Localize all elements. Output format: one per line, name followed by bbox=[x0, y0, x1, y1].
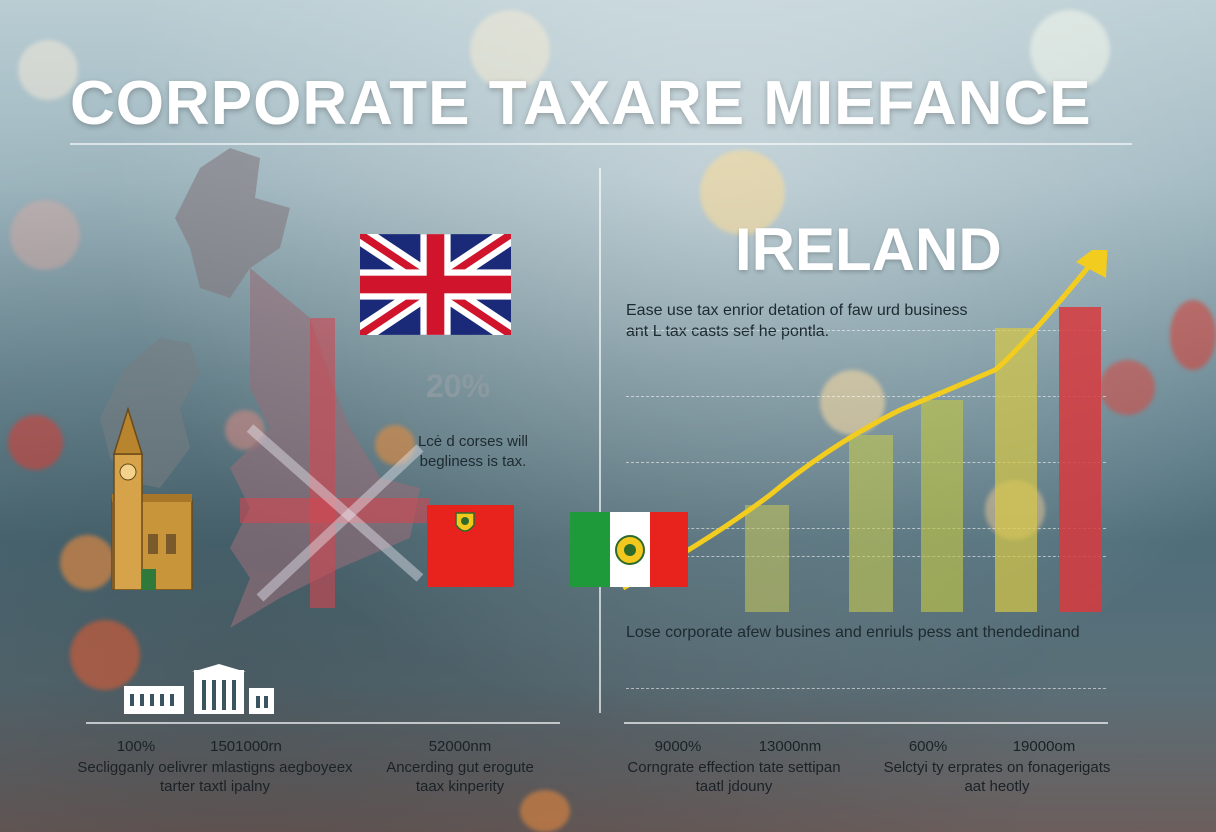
uk-note: Lcė d corses will begliness is tax. bbox=[408, 432, 538, 472]
section-divider bbox=[599, 168, 601, 713]
stat-label-line-2: taax kinperity bbox=[415, 778, 505, 795]
page-title: CORPORATE TAXARE MIEFANCE bbox=[70, 69, 1092, 138]
stat-label: Ancerding gut erogute taax kinperity bbox=[375, 758, 545, 796]
stat-value: 19000om bbox=[1012, 738, 1076, 755]
stat-value: 600% bbox=[908, 738, 948, 755]
stat-value: 13000nm bbox=[758, 738, 822, 755]
great-britain-map-icon bbox=[100, 148, 430, 628]
stat-label: Secligganly oelivrer mlastigns aegboyeex… bbox=[70, 758, 360, 796]
stat-value: 100% bbox=[116, 738, 156, 755]
gridline bbox=[626, 396, 1106, 398]
gridline bbox=[626, 330, 1106, 332]
ireland-description-line-1: Ease use tax enrior detation of faw urd … bbox=[626, 302, 968, 319]
ireland-flag-icon bbox=[570, 512, 688, 587]
uk-tax-rate: 20% bbox=[426, 368, 491, 404]
bokeh-light bbox=[1170, 300, 1216, 370]
bokeh-light bbox=[70, 620, 140, 690]
bokeh-light bbox=[1100, 360, 1155, 415]
ireland-description: Ease use tax enrior detation of faw urd … bbox=[626, 300, 1006, 342]
stat-label-line-1: Secligganly oelivrer mlastigns aegboyeex bbox=[77, 759, 353, 776]
bottom-divider-left bbox=[86, 722, 560, 724]
bokeh-light bbox=[470, 10, 550, 90]
bokeh-light bbox=[520, 790, 570, 832]
bokeh-light bbox=[60, 535, 115, 590]
stat-label-line-2: aat heotly bbox=[964, 778, 1030, 795]
bar bbox=[1059, 307, 1101, 612]
bottom-divider-right bbox=[624, 722, 1108, 724]
trend-arrow-icon bbox=[621, 263, 1092, 591]
ireland-description-line-2: ant L tax casts sef he pontla. bbox=[626, 323, 830, 340]
stat-label: Corngrate effection tate settipan taatl … bbox=[612, 758, 856, 796]
ireland-caption: Lose corporate afew busines and enriuls … bbox=[626, 624, 1080, 641]
bar bbox=[849, 435, 893, 612]
bokeh-light bbox=[10, 200, 80, 270]
building-icon bbox=[124, 664, 274, 714]
uk-note-line-1: Lcė d corses will bbox=[417, 433, 529, 450]
bokeh-light bbox=[8, 415, 63, 470]
bar bbox=[745, 505, 789, 612]
bokeh-light bbox=[700, 150, 785, 235]
bokeh-light bbox=[1030, 10, 1110, 90]
stat-value: 52000nm bbox=[428, 738, 492, 755]
stat-label: Selctyi ty erprates on fonagerigats aat … bbox=[862, 758, 1132, 796]
ireland-heading: IRELAND bbox=[735, 216, 1002, 283]
stat-label-line-2: taatl jdouny bbox=[695, 778, 773, 795]
stat-label-line-2: tarter taxtl ipalny bbox=[159, 778, 271, 795]
uk-note-line-2: begliness is tax. bbox=[419, 453, 527, 470]
arrowhead bbox=[1076, 250, 1108, 278]
red-flag-icon bbox=[427, 505, 514, 587]
emblem-icon bbox=[455, 512, 475, 532]
clock-tower-icon bbox=[111, 406, 193, 590]
growth-bars-graphic bbox=[621, 250, 1108, 612]
stat-value: 9000% bbox=[654, 738, 702, 755]
bokeh-light bbox=[375, 425, 415, 465]
stat-value: 1501000rn bbox=[210, 738, 282, 755]
stat-label-line-1: Selctyi ty erprates on fonagerigats bbox=[883, 759, 1111, 776]
title-divider bbox=[70, 143, 1132, 145]
gridline bbox=[626, 688, 1106, 690]
bar bbox=[921, 400, 963, 612]
bokeh-light bbox=[18, 40, 78, 100]
stat-label-line-1: Ancerding gut erogute bbox=[386, 759, 534, 776]
bar bbox=[995, 328, 1037, 612]
stat-label-line-1: Corngrate effection tate settipan bbox=[627, 759, 841, 776]
uk-flag-icon bbox=[360, 234, 511, 335]
